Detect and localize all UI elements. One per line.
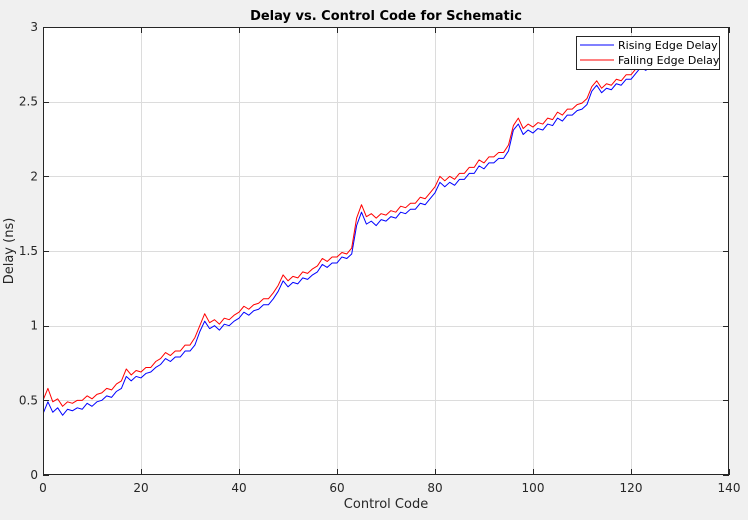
y-tick-label: 1.5: [19, 244, 38, 258]
y-tick-label: 0.5: [19, 393, 38, 407]
y-tick-label: 3: [30, 20, 38, 34]
grid: [43, 27, 729, 475]
y-tick-label: 2: [30, 169, 38, 183]
x-tick-label: 20: [133, 481, 148, 495]
legend-label-rising: Rising Edge Delay: [618, 39, 718, 52]
series-line-falling: [43, 54, 666, 407]
y-tick-label: 0: [30, 468, 38, 482]
series-line-rising: [43, 59, 666, 416]
legend-label-falling: Falling Edge Delay: [618, 54, 720, 67]
y-tick-label: 1: [30, 319, 38, 333]
legend[interactable]: Rising Edge Delay Falling Edge Delay: [576, 36, 720, 70]
chart-title: Delay vs. Control Code for Schematic: [250, 9, 522, 24]
x-tick-label: 140: [718, 481, 741, 495]
x-tick-label: 120: [620, 481, 643, 495]
x-tick-label: 80: [427, 481, 442, 495]
x-tick-label: 100: [522, 481, 545, 495]
x-tick-label: 40: [231, 481, 246, 495]
x-tick-label: 60: [329, 481, 344, 495]
ticks: 0 20 40 60 80 100 120 140 0 0.5 1 1.5 2 2.5 3: [19, 20, 741, 495]
x-tick-label: 0: [39, 481, 47, 495]
y-tick-label: 2.5: [19, 95, 38, 109]
legend-box: [576, 36, 720, 70]
series-group: [43, 54, 666, 416]
y-axis-label: Delay (ns): [2, 218, 17, 285]
x-axis-label: Control Code: [344, 497, 428, 512]
